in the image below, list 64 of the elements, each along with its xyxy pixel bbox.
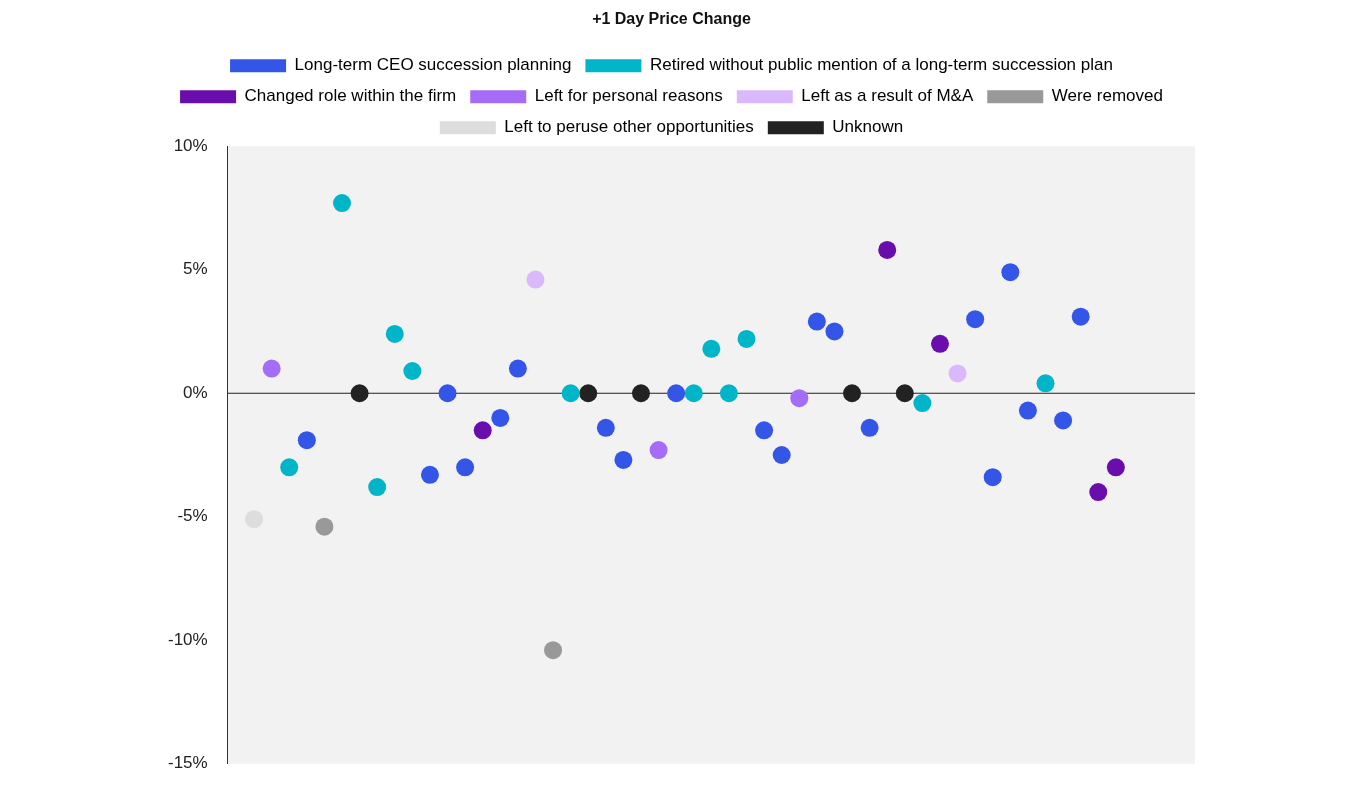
point (843, 384, 862, 403)
legend-label: Left as a result of M&A (801, 86, 974, 106)
point (667, 384, 686, 403)
point (649, 441, 668, 460)
point (420, 465, 439, 484)
point (719, 384, 738, 403)
point (368, 478, 387, 497)
point (1054, 411, 1073, 430)
point (473, 421, 492, 440)
point (1001, 263, 1020, 282)
y-tick-label: 0% (183, 382, 208, 402)
point (544, 641, 563, 660)
y-tick-label: 10% (173, 135, 208, 155)
point (1036, 374, 1055, 393)
legend-label: Retired without public mention of a long-term succession plan (649, 55, 1113, 75)
point (860, 418, 879, 437)
legend-label: Unknown (832, 117, 904, 137)
point (948, 364, 967, 383)
point (825, 322, 844, 341)
y-tick-label: -10% (168, 629, 208, 649)
point (579, 384, 598, 403)
legend-label: Changed role within the firm (244, 86, 457, 106)
point (456, 458, 475, 477)
point (895, 384, 914, 403)
point (262, 359, 281, 378)
point (508, 359, 527, 378)
point (350, 384, 369, 403)
point (491, 408, 510, 427)
point (1089, 483, 1108, 502)
point (297, 431, 316, 450)
point (333, 194, 352, 213)
point (631, 384, 650, 403)
point (878, 240, 897, 259)
point (702, 339, 721, 358)
point (614, 450, 633, 469)
point (772, 446, 791, 464)
point (983, 468, 1002, 487)
point (1071, 307, 1090, 326)
point (403, 362, 422, 381)
y-tick-label: -5% (177, 506, 208, 526)
point (807, 312, 826, 331)
y-tick-label: -15% (168, 753, 208, 773)
legend-label: Long-term CEO succession planning (294, 55, 572, 75)
point (280, 458, 299, 477)
point (913, 394, 932, 413)
point (438, 384, 457, 403)
y-tick-label: 5% (183, 259, 208, 279)
point (755, 421, 774, 440)
chart-title: +1 Day Price Change (592, 10, 751, 28)
point (737, 329, 756, 348)
point (790, 389, 809, 408)
point (526, 270, 545, 289)
point (966, 310, 985, 329)
point (596, 418, 615, 437)
point (930, 334, 949, 353)
legend-label: Left for personal reasons (534, 86, 723, 106)
point (1106, 458, 1125, 477)
point (385, 324, 404, 343)
point (1018, 401, 1037, 420)
legend-label: Were removed (1051, 86, 1163, 106)
legend-label: Left to peruse other opportunities (504, 117, 754, 137)
point (684, 384, 703, 403)
point (315, 517, 334, 536)
point (561, 384, 580, 403)
